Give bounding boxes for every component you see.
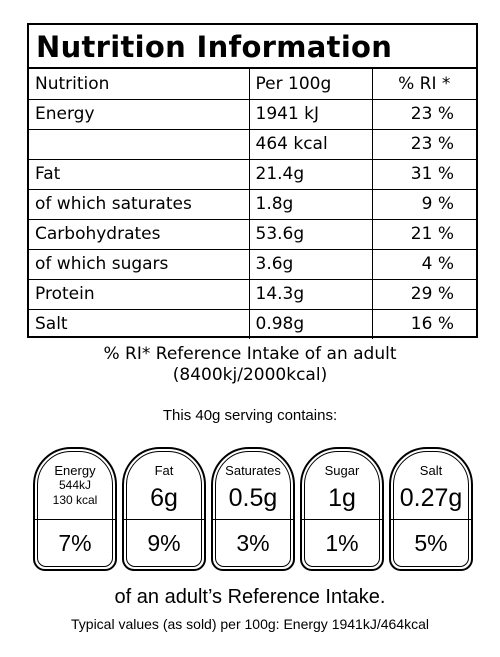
ri-footnote-line2: (8400kj/2000kcal)	[172, 365, 328, 385]
row-ri: 4 %	[372, 249, 476, 280]
table-row: Carbohydrates 53.6g 21 %	[29, 219, 476, 250]
badge-label: Energy	[54, 463, 96, 478]
table-row: of which sugars 3.6g 4 %	[29, 249, 476, 280]
badge-value: 6g	[150, 484, 178, 512]
badge-inner-border	[126, 451, 202, 567]
badge-energy-kcal: 130 kcal	[52, 493, 98, 507]
row-per-100g: 0.98g	[249, 309, 373, 339]
row-label: Energy	[29, 99, 250, 130]
badge-saturates: Saturates 0.5g 3%	[211, 447, 295, 571]
table-row: Protein 14.3g 29 %	[29, 279, 476, 310]
header-ri: % RI *	[372, 69, 476, 100]
row-per-100g: 21.4g	[249, 159, 373, 190]
row-ri: 23 %	[372, 99, 476, 130]
header-per-100g: Per 100g	[249, 69, 373, 100]
badge-sugar: Sugar 1g 1%	[300, 447, 384, 571]
ri-footnote: % RI* Reference Intake of an adult (8400…	[0, 344, 500, 386]
badge-energy: Energy 544kJ 130 kcal 7%	[33, 447, 117, 571]
table-row: 464 kcal 23 %	[29, 129, 476, 160]
badge-label: Fat	[154, 463, 174, 478]
row-per-100g: 1941 kJ	[249, 99, 373, 130]
table-row: of which saturates 1.8g 9 %	[29, 189, 476, 220]
row-label: Protein	[29, 279, 250, 310]
badge-value: 0.5g	[228, 484, 278, 512]
row-ri: 21 %	[372, 219, 476, 250]
table-header-row: Nutrition Per 100g % RI *	[29, 69, 476, 100]
table-row: Salt 0.98g 16 %	[29, 309, 476, 339]
badge-percent: 5%	[414, 530, 448, 556]
badge-value: 1g	[328, 484, 356, 512]
badge-inner-border	[393, 451, 469, 567]
badge-label: Saturates	[225, 463, 281, 478]
row-label: of which sugars	[29, 249, 250, 280]
row-ri: 23 %	[372, 129, 476, 160]
badge-divider	[35, 519, 115, 520]
row-per-100g: 464 kcal	[249, 129, 373, 160]
badge-energy-kj: 544kJ	[58, 478, 92, 492]
row-label: of which saturates	[29, 189, 250, 220]
badge-percent: 3%	[236, 530, 270, 556]
row-per-100g: 14.3g	[249, 279, 373, 310]
nutrition-table: Nutrition Per 100g % RI * Energy 1941 kJ…	[29, 69, 476, 339]
nutrition-table-panel: Nutrition Information Nutrition Per 100g…	[27, 23, 478, 339]
row-ri: 9 %	[372, 189, 476, 220]
table-title: Nutrition Information	[29, 25, 476, 69]
badge-divider	[124, 519, 204, 520]
row-per-100g: 3.6g	[249, 249, 373, 280]
header-nutrition: Nutrition	[29, 69, 250, 100]
row-label: Carbohydrates	[29, 219, 250, 250]
badge-fat: Fat 6g 9%	[122, 447, 206, 571]
badge-inner-border	[304, 451, 380, 567]
row-ri: 31 %	[372, 159, 476, 190]
badge-salt: Salt 0.27g 5%	[389, 447, 473, 571]
traffic-light-badges: Energy 544kJ 130 kcal 7% Fat 6g 9% Satur…	[33, 447, 473, 571]
row-label	[29, 129, 250, 160]
badge-divider	[213, 519, 293, 520]
row-label: Fat	[29, 159, 250, 190]
row-ri: 16 %	[410, 314, 454, 335]
badge-inner-border	[215, 451, 291, 567]
typical-values-note: Typical values (as sold) per 100g: Energ…	[71, 616, 429, 632]
serving-caption: This 40g serving contains:	[162, 407, 338, 424]
row-per-100g: 1.8g	[249, 189, 373, 220]
badge-label: Sugar	[324, 463, 360, 478]
table-row: Fat 21.4g 31 %	[29, 159, 476, 190]
badge-percent: 9%	[147, 530, 181, 556]
row-ri: 29 %	[372, 279, 476, 310]
badge-label: Salt	[419, 463, 443, 478]
table-row: Energy 1941 kJ 23 %	[29, 99, 476, 130]
row-per-100g: 53.6g	[249, 219, 373, 250]
reference-intake-caption: of an adult’s Reference Intake.	[114, 586, 386, 608]
badge-percent: 1%	[325, 530, 359, 556]
badge-divider	[391, 519, 471, 520]
ri-footnote-line1: % RI* Reference Intake of an adult	[103, 344, 397, 364]
row-label: Salt	[29, 309, 250, 339]
badge-percent: 7%	[58, 530, 92, 556]
badge-inner-border	[37, 451, 113, 567]
badge-divider	[302, 519, 382, 520]
badge-value: 0.27g	[399, 484, 463, 512]
